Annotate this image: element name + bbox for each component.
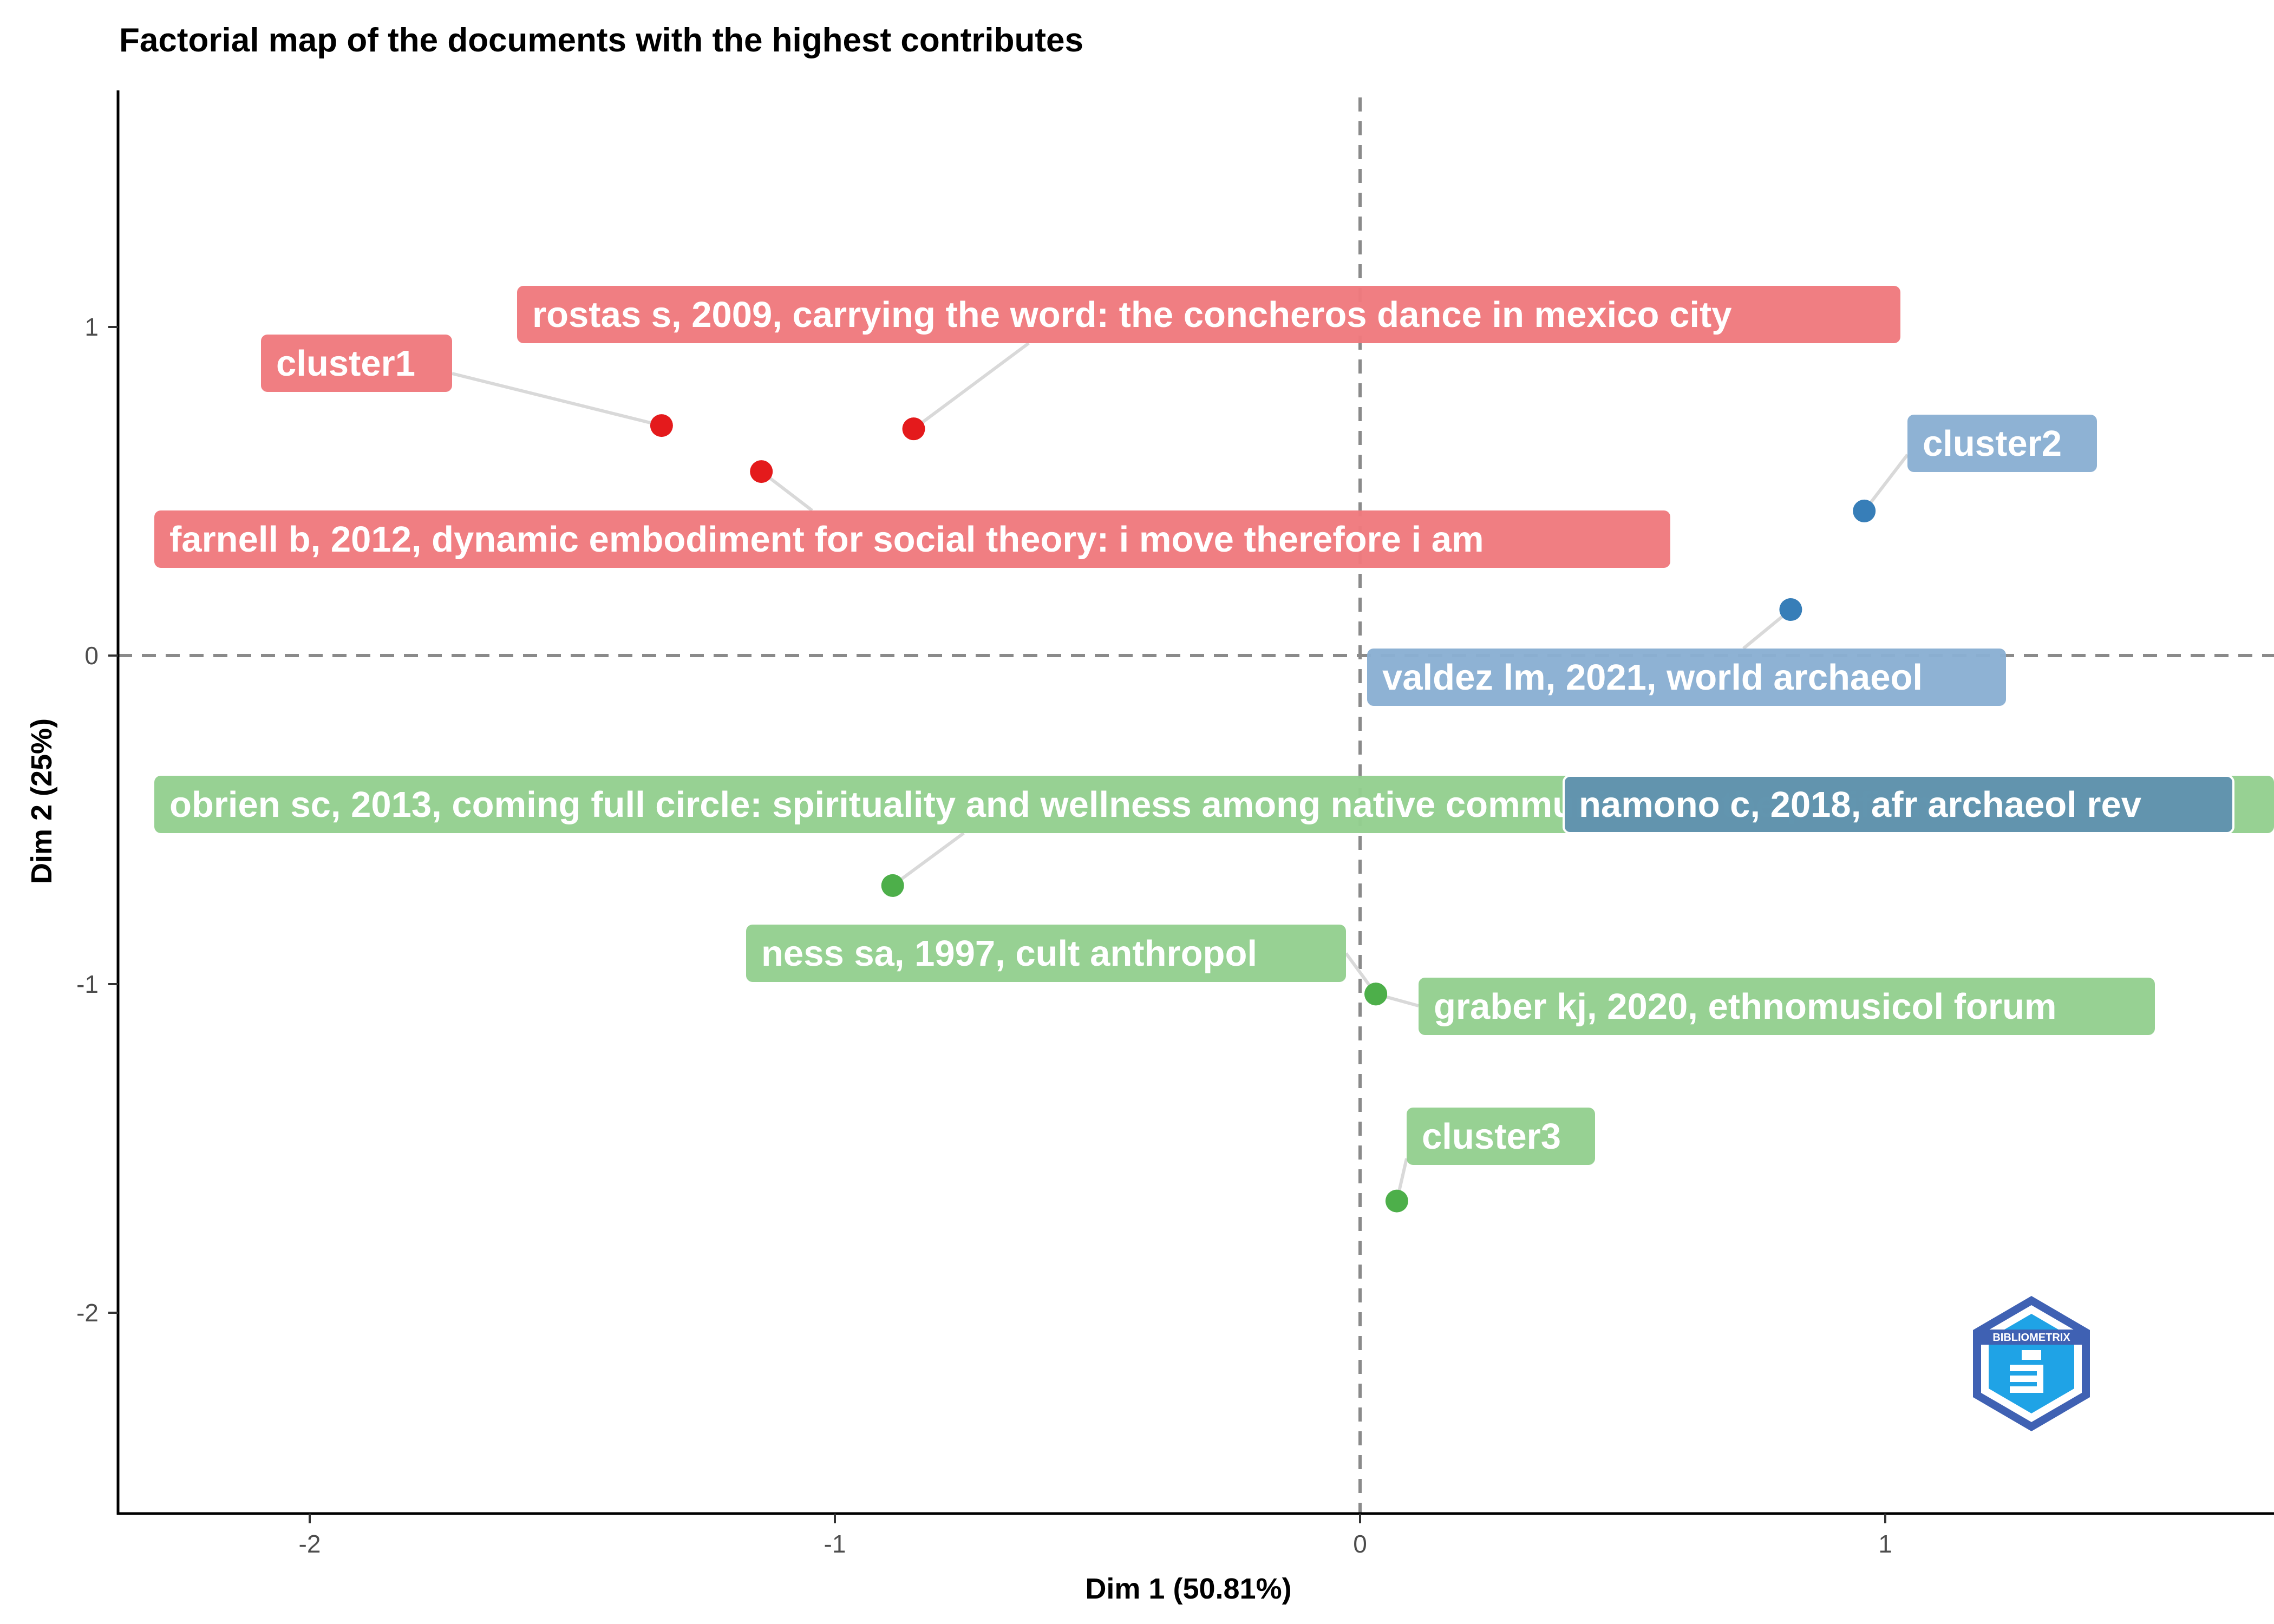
- axis-ticks: -2 -1 0 1 -2 -1 0 1: [76, 313, 1892, 1558]
- logo-text: BIBLIOMETRIX: [1992, 1332, 2070, 1344]
- point-label-text: cluster3: [1422, 1116, 1561, 1157]
- label-connector: [452, 372, 662, 428]
- namono-label-overlay: [1563, 775, 2234, 834]
- data-point: [650, 414, 673, 437]
- data-point: [1853, 499, 1876, 522]
- x-tick-label: -2: [299, 1530, 321, 1558]
- point-label: farnell b, 2012, dynamic embodiment for …: [154, 510, 1670, 568]
- point-label: rostas s, 2009, carrying the word: the c…: [517, 286, 1900, 343]
- point-label: ness sa, 1997, cult anthropol: [746, 925, 1346, 982]
- point-label-box: [1407, 1108, 1595, 1165]
- data-point: [1364, 983, 1388, 1006]
- y-tick-label: 1: [84, 313, 99, 341]
- label-connector: [891, 831, 965, 887]
- point-label-box: [1907, 415, 2097, 472]
- x-tick-label: 0: [1353, 1530, 1367, 1558]
- x-tick-label: -1: [824, 1530, 846, 1558]
- point-label: graber kj, 2020, ethnomusicol forum: [1419, 978, 2155, 1035]
- point-label-text: cluster2: [1923, 423, 2062, 464]
- point-label-text: valdez lm, 2021, world archaeol: [1382, 657, 1923, 698]
- point-label-box: [1419, 978, 2155, 1035]
- point-label-box: [517, 286, 1900, 343]
- point-label-box: [261, 335, 452, 392]
- bibliometrix-logo-icon: BIBLIOMETRIX: [1973, 1296, 2090, 1431]
- y-axis-title: Dim 2 (25%): [25, 718, 58, 884]
- y-tick-label: -2: [76, 1299, 99, 1327]
- point-label-box: [746, 925, 1346, 982]
- y-tick-label: -1: [76, 970, 99, 998]
- x-axis-title: Dim 1 (50.81%): [1085, 1573, 1291, 1605]
- data-point: [881, 874, 904, 897]
- point-label-text: ness sa, 1997, cult anthropol: [761, 933, 1257, 974]
- point-label-text: graber kj, 2020, ethnomusicol forum: [1434, 986, 2056, 1027]
- point-label: cluster3: [1407, 1108, 1595, 1165]
- label-connector: [1863, 454, 1909, 512]
- data-point: [902, 417, 925, 441]
- data-point: [750, 460, 773, 483]
- point-label: cluster1: [261, 335, 452, 392]
- label-connector: [912, 342, 1030, 430]
- x-tick-label: 1: [1878, 1530, 1892, 1558]
- point-label: valdez lm, 2021, world archaeol: [1367, 649, 2006, 706]
- y-tick-label: 0: [84, 641, 99, 670]
- point-label: cluster2: [1907, 415, 2097, 472]
- chart-title: Factorial map of the documents with the …: [119, 22, 1083, 59]
- point-labels: rostas s, 2009, carrying the word: the c…: [154, 286, 2274, 1165]
- point-label-text: rostas s, 2009, carrying the word: the c…: [532, 294, 1732, 335]
- namono-label-text: namono c, 2018, afr archaeol rev: [1579, 784, 2141, 825]
- label-connectors: [452, 342, 1909, 1202]
- point-label-box: [154, 510, 1670, 568]
- point-label-box: [1367, 649, 2006, 706]
- point-label-text: farnell b, 2012, dynamic embodiment for …: [169, 519, 1484, 560]
- data-point: [1779, 598, 1802, 621]
- point-label-text: cluster1: [276, 343, 415, 384]
- data-point: [1385, 1189, 1408, 1213]
